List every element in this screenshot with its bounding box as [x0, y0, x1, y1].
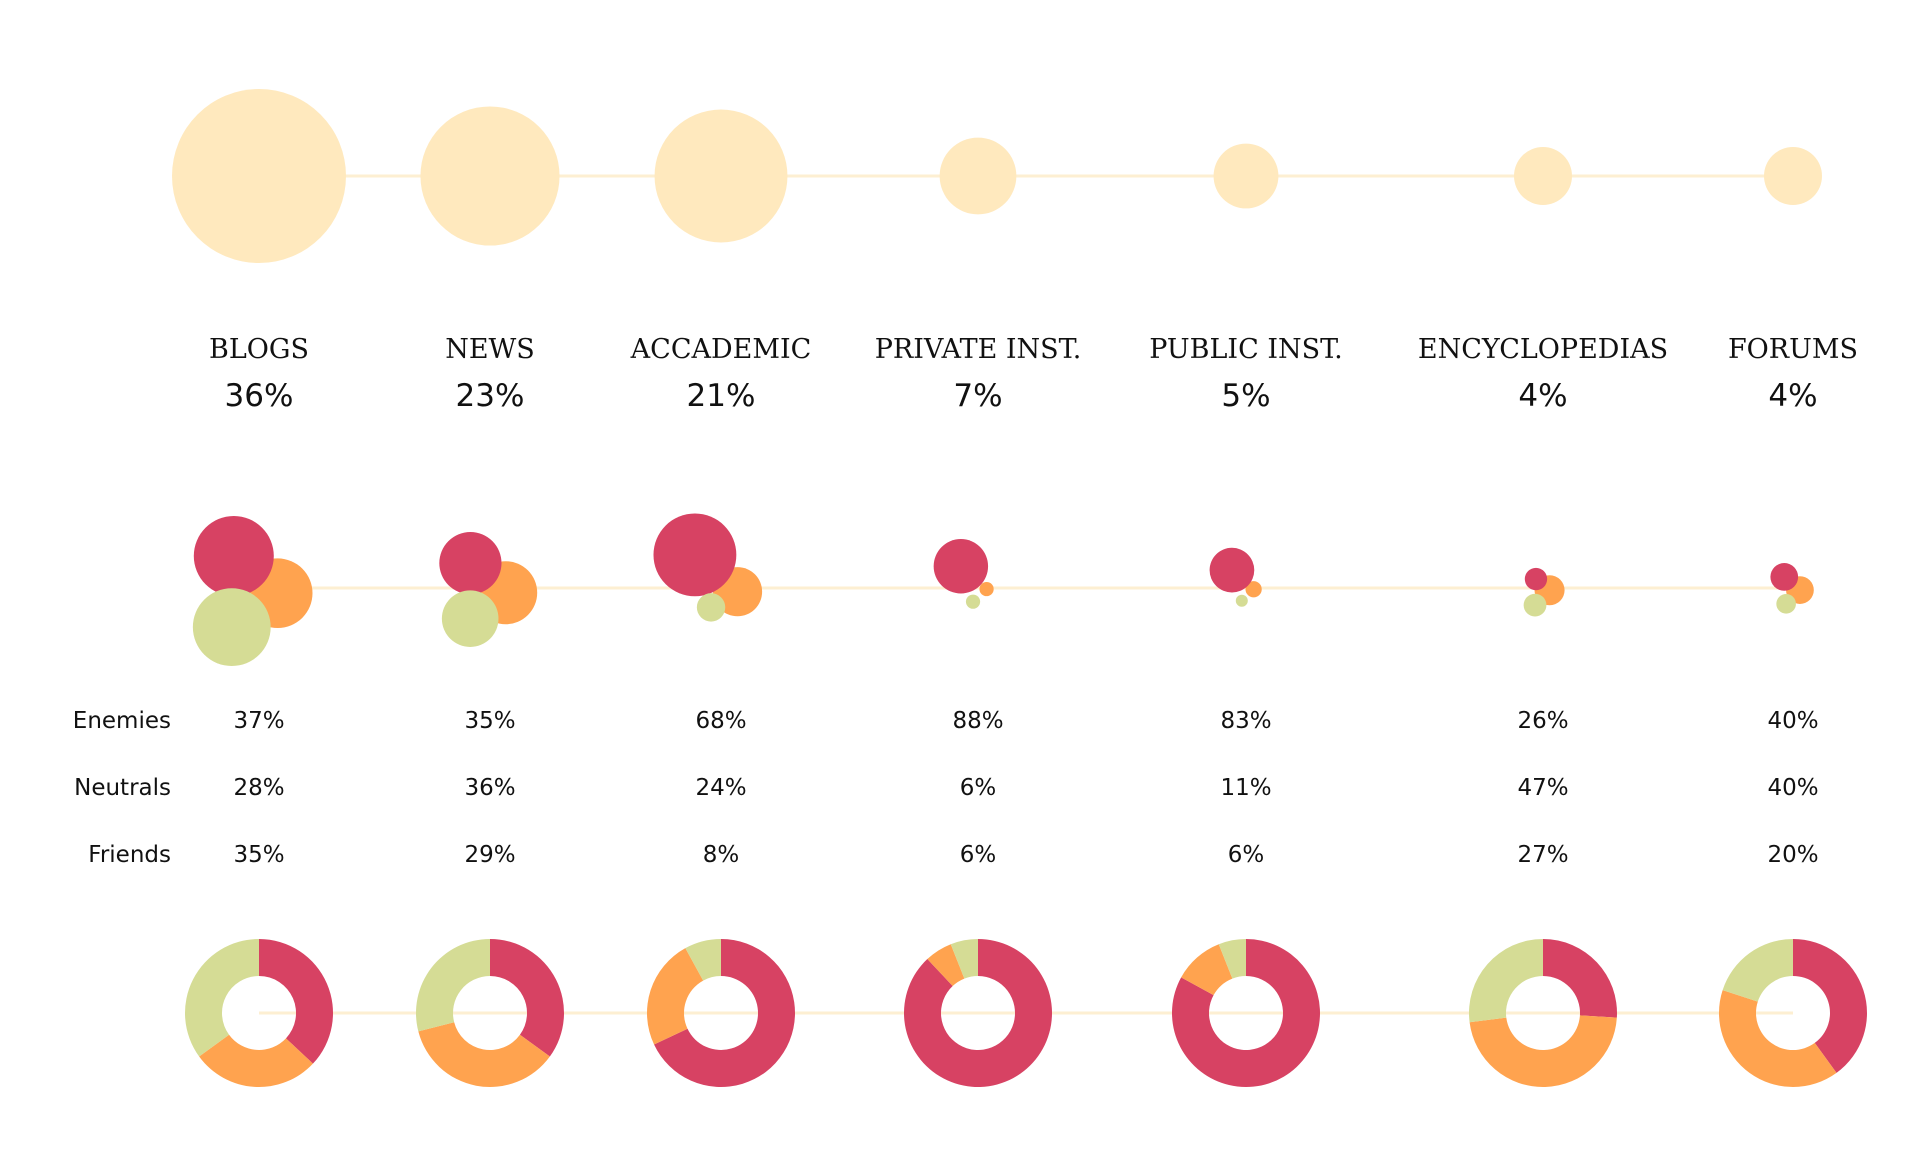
donut-slice-neutrals-blogs	[199, 1034, 313, 1087]
donut-slice-friends-private-inst	[950, 939, 978, 979]
share-bubble-private-inst	[939, 137, 1017, 215]
row-label-enemies: Enemies	[73, 708, 171, 734]
neutrals-value-public-inst: 11%	[1220, 775, 1271, 801]
donut-slice-friends-public-inst	[1218, 939, 1246, 979]
enemies-bubble-blogs	[193, 516, 274, 596]
friends-bubble-accademic	[696, 593, 726, 622]
category-label-public-inst: PUBLIC INST.	[1149, 334, 1343, 365]
enemies-value-public-inst: 83%	[1220, 708, 1271, 734]
donut-slice-enemies-blogs	[259, 939, 333, 1064]
neutrals-value-private-inst: 6%	[960, 775, 997, 801]
sentiment-donuts	[185, 939, 1867, 1088]
neutrals-value-encyclopedias: 47%	[1517, 775, 1568, 801]
neutrals-value-accademic: 24%	[695, 775, 746, 801]
enemies-value-private-inst: 88%	[952, 708, 1003, 734]
donut-slice-enemies-accademic	[654, 939, 796, 1087]
donut-slice-enemies-public-inst	[1172, 939, 1321, 1087]
friends-value-blogs: 35%	[233, 842, 284, 868]
neutrals-value-forums: 40%	[1767, 775, 1818, 801]
share-value-private-inst: 7%	[953, 378, 1002, 414]
donut-slice-friends-forums	[1722, 939, 1793, 1002]
category-label-private-inst: PRIVATE INST.	[875, 334, 1082, 365]
share-bubble-encyclopedias	[1514, 147, 1572, 205]
donut-slice-friends-blogs	[185, 939, 259, 1057]
friends-bubble-blogs	[192, 588, 271, 667]
share-value-accademic: 21%	[687, 378, 756, 414]
donut-slice-neutrals-private-inst	[927, 944, 965, 987]
neutrals-value-blogs: 28%	[233, 775, 284, 801]
donut-slice-enemies-encyclopedias	[1543, 939, 1617, 1018]
friends-bubble-encyclopedias	[1523, 593, 1547, 617]
share-value-blogs: 36%	[225, 378, 294, 414]
neutrals-bubble-private-inst	[979, 581, 994, 597]
enemies-bubble-news	[439, 532, 502, 595]
share-bubble-accademic	[654, 109, 788, 243]
donut-slice-neutrals-public-inst	[1181, 944, 1233, 996]
donut-slice-enemies-forums	[1793, 939, 1867, 1073]
share-value-news: 23%	[456, 378, 525, 414]
friends-bubble-private-inst	[965, 594, 981, 609]
enemies-bubble-accademic	[653, 513, 737, 597]
share-bubble-news	[420, 106, 560, 246]
share-value-forums: 4%	[1768, 378, 1817, 414]
category-label-forums: FORUMS	[1728, 334, 1858, 365]
row-label-neutrals: Neutrals	[74, 775, 171, 801]
share-bubble-public-inst	[1213, 143, 1279, 209]
donut-slice-friends-encyclopedias	[1469, 939, 1543, 1023]
friends-bubble-public-inst	[1235, 594, 1248, 607]
enemies-bubble-private-inst	[933, 539, 989, 594]
category-labels: BLOGS 36% NEWS 23% ACCADEMIC 21% PRIVATE INST.…	[209, 334, 1858, 414]
friends-value-private-inst: 6%	[960, 842, 997, 868]
enemies-value-blogs: 37%	[233, 708, 284, 734]
share-bubble-forums	[1764, 147, 1822, 205]
enemies-bubble-encyclopedias	[1524, 567, 1548, 591]
share-value-encyclopedias: 4%	[1518, 378, 1567, 414]
share-value-public-inst: 5%	[1221, 378, 1270, 414]
row-label-friends: Friends	[88, 842, 171, 868]
category-label-encyclopedias: ENCYCLOPEDIAS	[1418, 334, 1668, 365]
donut-slice-neutrals-encyclopedias	[1469, 1015, 1617, 1087]
category-label-accademic: ACCADEMIC	[630, 334, 812, 365]
friends-value-public-inst: 6%	[1228, 842, 1265, 868]
friends-value-accademic: 8%	[703, 842, 740, 868]
enemies-bubble-public-inst	[1209, 547, 1255, 593]
category-label-blogs: BLOGS	[209, 334, 309, 365]
enemies-value-news: 35%	[464, 708, 515, 734]
donut-slice-neutrals-news	[418, 1022, 550, 1087]
donut-slice-neutrals-forums	[1719, 990, 1837, 1088]
sentiment-bubbles	[192, 513, 1814, 667]
enemies-value-forums: 40%	[1767, 708, 1818, 734]
donut-slice-neutrals-accademic	[646, 948, 704, 1045]
share-bubbles	[172, 89, 1822, 263]
friends-bubble-news	[441, 590, 499, 647]
donut-slice-enemies-private-inst	[904, 939, 1053, 1087]
enemies-value-encyclopedias: 26%	[1517, 708, 1568, 734]
enemies-bubble-forums	[1770, 563, 1799, 591]
share-bubble-blogs	[172, 89, 346, 263]
neutrals-bubble-public-inst	[1245, 581, 1262, 598]
friends-value-encyclopedias: 27%	[1517, 842, 1568, 868]
donut-slice-enemies-news	[490, 939, 564, 1057]
friends-bubble-forums	[1776, 594, 1796, 614]
friends-value-news: 29%	[464, 842, 515, 868]
neutrals-value-news: 36%	[464, 775, 515, 801]
sentiment-table: Enemies 37% 35% 68% 88% 83% 26% 40% Neutrals 28% 3…	[73, 708, 1819, 868]
donut-slice-friends-news	[416, 939, 490, 1032]
friends-value-forums: 20%	[1767, 842, 1818, 868]
category-label-news: NEWS	[445, 334, 535, 365]
enemies-value-accademic: 68%	[695, 708, 746, 734]
donut-slice-friends-accademic	[685, 939, 721, 981]
